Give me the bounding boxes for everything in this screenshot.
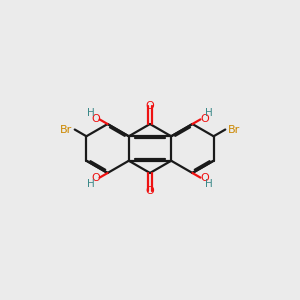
Text: H: H [88, 108, 95, 118]
Text: O: O [146, 101, 154, 111]
Text: H: H [205, 179, 212, 189]
Text: H: H [88, 179, 95, 189]
Text: H: H [205, 108, 212, 118]
Text: O: O [91, 114, 100, 124]
Text: O: O [200, 173, 209, 183]
Text: O: O [146, 186, 154, 197]
Text: Br: Br [60, 124, 73, 134]
Text: Br: Br [227, 124, 240, 134]
Text: O: O [200, 114, 209, 124]
Text: O: O [91, 173, 100, 183]
